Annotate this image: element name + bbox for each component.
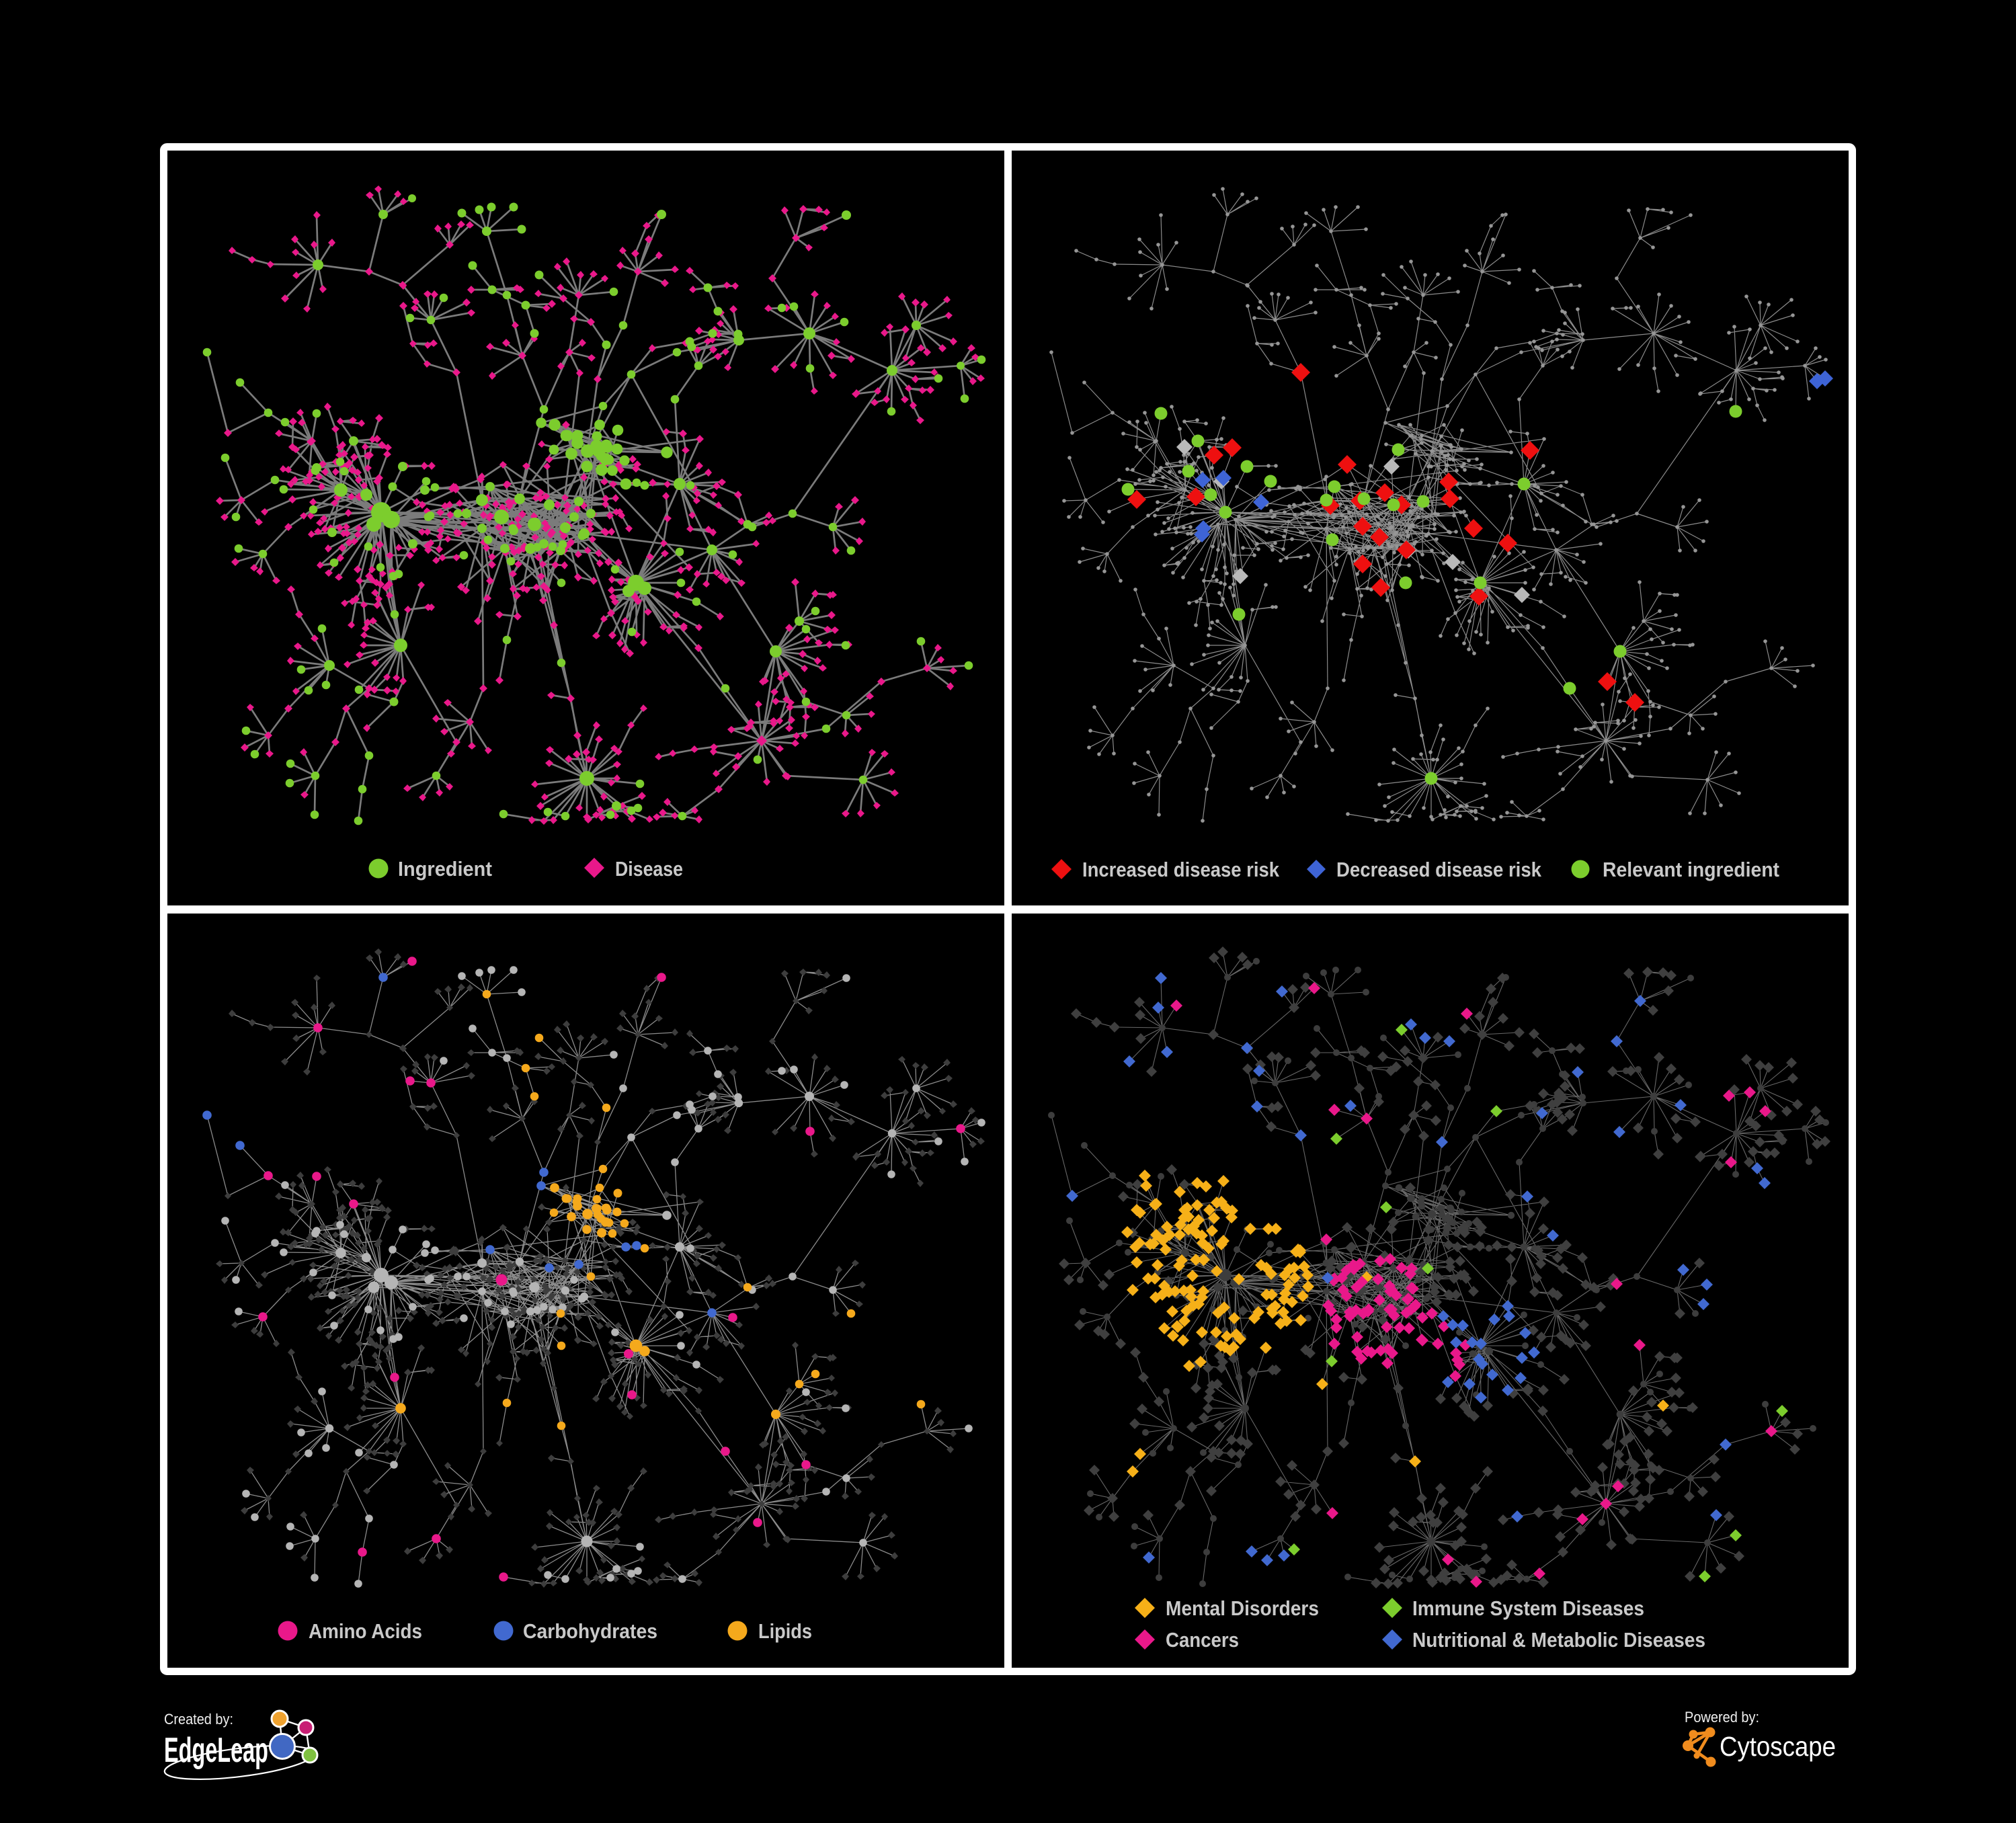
svg-text:Disease: Disease (615, 857, 683, 881)
svg-text:Nutritional & Metabolic Diseas: Nutritional & Metabolic Diseases (1412, 1628, 1705, 1652)
svg-text:Ingredient: Ingredient (398, 857, 492, 881)
svg-text:Created by:: Created by: (164, 1711, 233, 1728)
svg-text:Cancers: Cancers (1166, 1628, 1239, 1652)
svg-text:Cytoscape: Cytoscape (1720, 1731, 1836, 1762)
svg-text:EdgeLeap: EdgeLeap (164, 1731, 268, 1770)
svg-text:Lipids: Lipids (758, 1619, 812, 1643)
svg-text:Powered by:: Powered by: (1685, 1709, 1759, 1726)
svg-text:Mental Disorders: Mental Disorders (1166, 1596, 1319, 1620)
svg-text:Carbohydrates: Carbohydrates (523, 1619, 657, 1643)
svg-text:Increased disease risk: Increased disease risk (1082, 858, 1280, 881)
svg-text:Amino Acids: Amino Acids (309, 1619, 422, 1643)
svg-text:Immune System Diseases: Immune System Diseases (1412, 1596, 1644, 1620)
svg-text:Relevant ingredient: Relevant ingredient (1603, 858, 1779, 881)
svg-text:Decreased disease risk: Decreased disease risk (1336, 858, 1542, 881)
